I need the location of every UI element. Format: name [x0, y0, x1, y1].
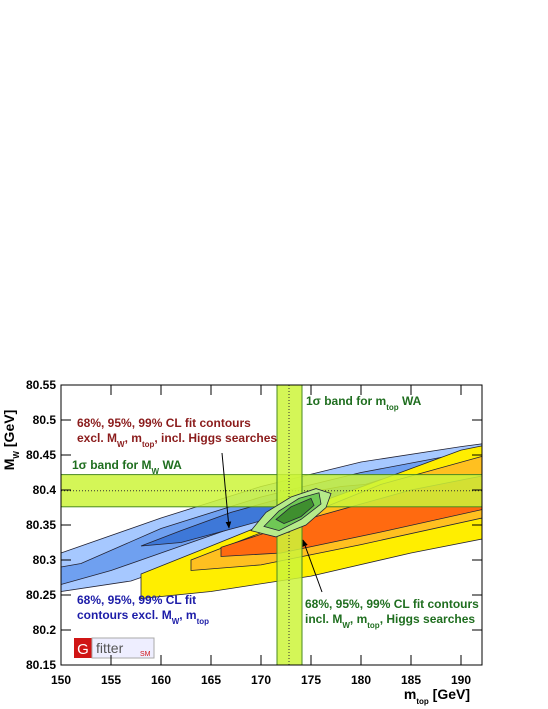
text-part: W — [342, 621, 350, 630]
x-tick-label: 185 — [401, 673, 421, 687]
arrow — [221, 452, 232, 529]
text-part: 68%, 95%, 99% CL fit contours — [305, 597, 479, 611]
y-axis-label: MW [GeV] — [1, 410, 21, 470]
y-tick-label: 80.3 — [33, 553, 57, 567]
annotation: excl. MW, mtop, incl. Higgs searches — [77, 431, 277, 449]
annotation: incl. MW, mtop, Higgs searches — [305, 612, 475, 630]
text-part: top — [386, 403, 399, 412]
x-tick-label: 160 — [151, 673, 171, 687]
text-part: top — [197, 617, 210, 626]
y-tick-label: 80.45 — [26, 448, 56, 462]
x-tick-label: 175 — [301, 673, 321, 687]
text-part: WA — [399, 394, 422, 408]
logo-box — [74, 638, 92, 658]
logo-g: G — [77, 641, 89, 658]
text-part: [GeV] — [429, 686, 470, 702]
annotation: 68%, 95%, 99% CL fit contours — [305, 597, 479, 611]
text-part: excl. M — [77, 431, 117, 445]
text-part: W — [12, 451, 21, 459]
band-label: 1σ band for mtop WA — [306, 394, 422, 412]
annotation: 68%, 95%, 99% CL fit — [77, 593, 196, 607]
logo: G fitter SM — [74, 637, 155, 659]
text-part: top — [416, 697, 429, 706]
text-part: , incl. Higgs searches — [154, 431, 277, 445]
y-tick-label: 80.35 — [26, 518, 56, 532]
x-tick-label: 165 — [201, 673, 221, 687]
annotation: 68%, 95%, 99% CL fit contours — [77, 416, 251, 430]
text-part: , m — [179, 608, 196, 622]
y-tick-label: 80.2 — [33, 623, 57, 637]
x-tick-label: 180 — [351, 673, 371, 687]
contour — [275, 497, 315, 525]
y-tick-label: 80.4 — [33, 483, 57, 497]
text-part: top — [142, 440, 155, 449]
text-part: 1σ band for M — [72, 458, 152, 472]
y-tick-label: 80.55 — [26, 378, 56, 392]
text-part: M — [1, 459, 17, 471]
text-part: 68%, 95%, 99% CL fit — [77, 593, 196, 607]
text-part: WA — [159, 458, 182, 472]
x-tick-label: 150 — [51, 673, 71, 687]
text-part: W — [117, 440, 125, 449]
y-tick-label: 80.25 — [26, 588, 56, 602]
text-part: , m — [350, 612, 367, 626]
text-part: m — [404, 686, 416, 702]
x-tick-label: 190 — [451, 673, 471, 687]
logo-box — [91, 637, 155, 659]
text-part: incl. M — [305, 612, 342, 626]
text-part: contours excl. M — [77, 608, 172, 622]
logo-text: fitter — [96, 640, 124, 656]
x-tick-label: 155 — [101, 673, 121, 687]
y-tick-label: 80.5 — [33, 413, 57, 427]
x-tick-label: 170 — [251, 673, 271, 687]
y-tick-label: 80.15 — [26, 658, 56, 672]
arrow — [302, 539, 323, 593]
text-part: W — [172, 617, 180, 626]
text-part: [GeV] — [1, 410, 17, 451]
band-label: 1σ band for MW WA — [72, 458, 182, 476]
text-part: , m — [125, 431, 142, 445]
text-part: W — [152, 467, 160, 476]
logo-sm: SM — [140, 651, 151, 658]
text-part: top — [367, 621, 380, 630]
text-part: 1σ band for m — [306, 394, 386, 408]
text-part: 68%, 95%, 99% CL fit contours — [77, 416, 251, 430]
annotation: contours excl. MW, mtop — [77, 608, 209, 626]
x-axis-label: mtop [GeV] — [404, 686, 470, 706]
text-part: , Higgs searches — [380, 612, 476, 626]
